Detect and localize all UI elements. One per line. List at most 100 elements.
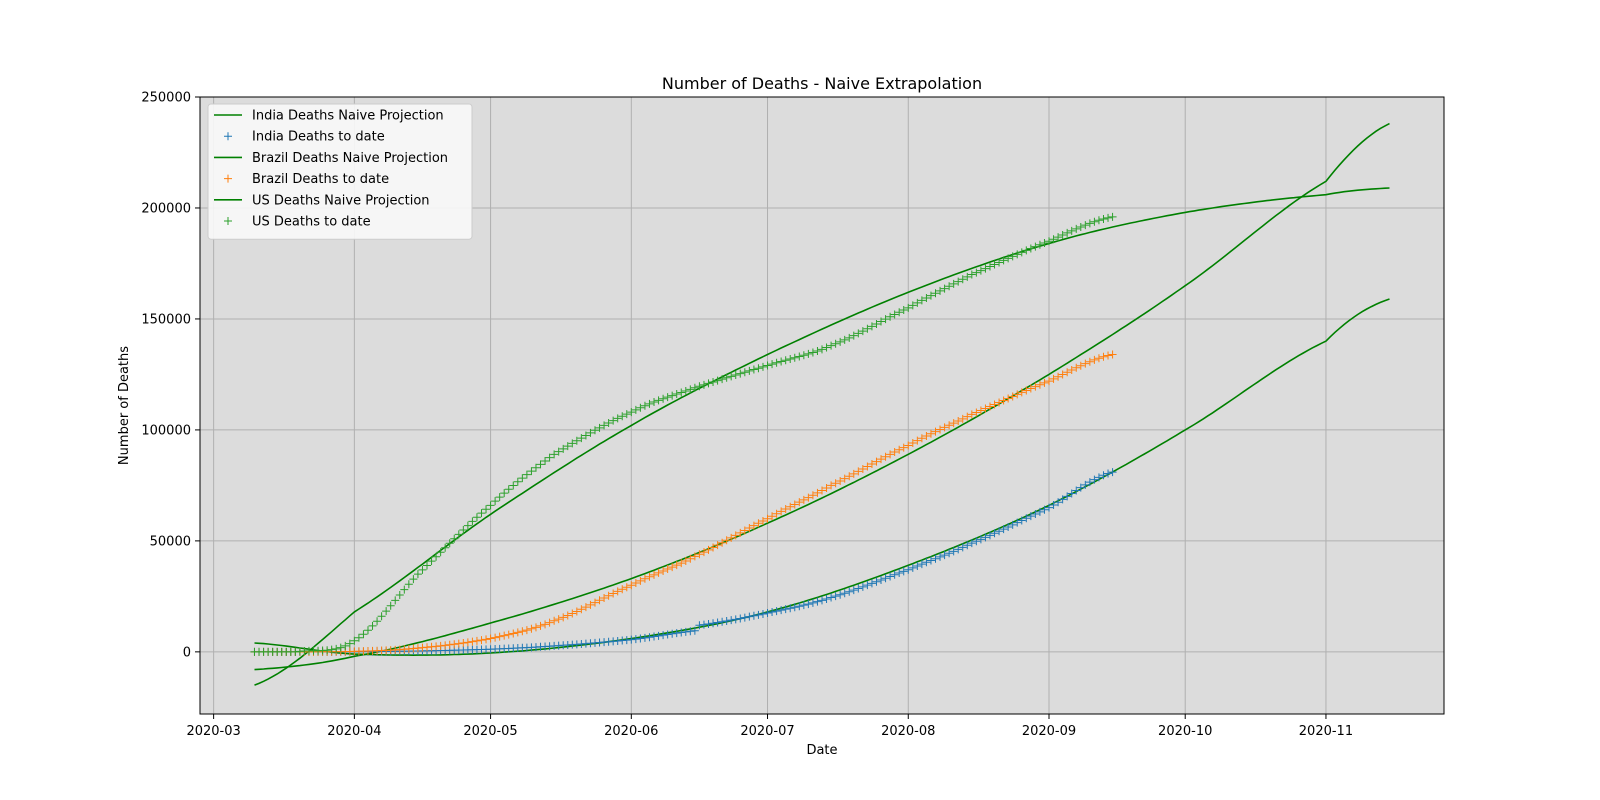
data-point <box>572 436 581 445</box>
data-point <box>545 618 554 627</box>
data-point <box>590 426 599 435</box>
data-point <box>813 346 822 355</box>
data-point <box>795 498 804 507</box>
data-point <box>845 472 854 481</box>
data-point <box>1072 363 1081 372</box>
data-point <box>781 356 790 365</box>
data-point <box>845 587 854 596</box>
data-point <box>336 643 345 652</box>
data-point <box>913 436 922 445</box>
data-point <box>541 456 550 465</box>
data-point <box>359 630 368 639</box>
data-point <box>804 349 813 358</box>
data-point <box>436 641 445 650</box>
plot-frame <box>199 96 1445 715</box>
data-point <box>727 616 736 625</box>
data-point <box>1008 252 1017 261</box>
data-point <box>495 632 504 641</box>
data-point <box>477 636 486 645</box>
data-point <box>445 640 454 649</box>
data-point <box>849 469 858 478</box>
data-point <box>858 582 867 591</box>
data-point <box>736 369 745 378</box>
projection-line-0 <box>254 298 1390 657</box>
data-point <box>418 565 427 574</box>
data-point <box>518 474 527 483</box>
data-point <box>1090 355 1099 364</box>
data-point <box>799 351 808 360</box>
data-point <box>736 614 745 623</box>
data-point <box>890 448 899 457</box>
data-point <box>572 607 581 616</box>
data-point <box>772 607 781 616</box>
data-point <box>786 502 795 511</box>
data-point <box>636 576 645 585</box>
data-point <box>450 640 459 649</box>
y-tick-label: 100000 <box>141 423 191 438</box>
data-point <box>1076 483 1085 492</box>
data-point <box>527 467 536 476</box>
data-point <box>749 611 758 620</box>
data-point <box>1104 469 1113 478</box>
data-point <box>827 593 836 602</box>
data-point <box>577 434 586 443</box>
data-point <box>350 636 359 645</box>
data-point <box>482 505 491 514</box>
data-point <box>940 284 949 293</box>
data-point <box>345 639 354 648</box>
data-point <box>1008 392 1017 401</box>
data-point <box>790 353 799 362</box>
data-point <box>522 626 531 635</box>
data-point <box>631 405 640 414</box>
data-point <box>363 626 372 635</box>
data-point <box>1099 471 1108 480</box>
data-point <box>818 486 826 495</box>
data-point <box>1104 351 1113 360</box>
data-point <box>709 377 718 386</box>
data-point <box>740 613 749 622</box>
data-point <box>709 543 718 552</box>
data-point <box>768 512 777 521</box>
data-point <box>908 438 917 447</box>
data-point <box>886 450 895 459</box>
data-point <box>731 370 740 379</box>
data-point <box>654 568 663 577</box>
data-point <box>949 419 958 428</box>
data-point <box>382 607 391 616</box>
data-point <box>472 636 481 645</box>
data-point <box>1063 368 1072 377</box>
data-point <box>1058 231 1067 240</box>
data-point <box>600 594 609 603</box>
data-point <box>618 412 627 421</box>
data-point <box>1054 498 1063 507</box>
data-point <box>563 442 572 451</box>
data-point <box>695 621 704 630</box>
data-point <box>668 563 677 572</box>
data-point <box>790 603 799 612</box>
data-point <box>777 507 786 516</box>
data-point <box>963 412 972 421</box>
data-point <box>745 524 754 533</box>
data-point <box>1049 374 1058 383</box>
data-point <box>681 386 690 395</box>
data-point <box>954 277 963 286</box>
data-point <box>863 324 872 333</box>
data-point <box>931 427 940 436</box>
data-point <box>945 549 954 558</box>
legend-marker-swatch <box>224 217 232 225</box>
data-point <box>849 586 858 595</box>
data-point <box>1040 505 1049 514</box>
data-point <box>895 445 904 454</box>
data-point <box>486 501 495 510</box>
data-point <box>391 596 400 605</box>
data-point <box>663 393 672 402</box>
data-point <box>1072 224 1081 233</box>
data-point <box>454 530 463 539</box>
data-point <box>854 584 863 593</box>
data-point <box>495 493 504 502</box>
data-point <box>413 570 422 579</box>
data-point <box>845 333 854 342</box>
data-point <box>786 604 795 613</box>
x-tick-label: 2020-09 <box>1022 724 1076 739</box>
data-point <box>550 616 559 625</box>
